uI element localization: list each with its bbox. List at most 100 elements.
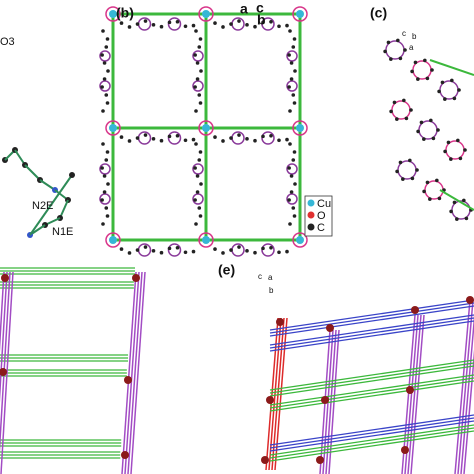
- atom: [237, 245, 241, 249]
- panel-label: (c): [370, 5, 387, 21]
- atom: [443, 149, 447, 154]
- atom: [106, 182, 110, 186]
- atom: [100, 198, 104, 202]
- bond: [269, 414, 474, 446]
- atom: [293, 69, 297, 73]
- atom: [199, 182, 203, 186]
- atom: [183, 24, 188, 29]
- atom: [292, 150, 297, 154]
- atom: [409, 108, 413, 112]
- bond: [269, 374, 474, 406]
- atom: [193, 85, 197, 89]
- atom: [143, 133, 148, 137]
- ring: [99, 193, 111, 205]
- atom: [195, 77, 200, 81]
- atom: [151, 23, 156, 27]
- bond: [269, 299, 474, 331]
- atom: [253, 24, 257, 29]
- atom: [415, 168, 419, 172]
- atom: [291, 206, 296, 210]
- atom: [101, 142, 105, 146]
- ring: [99, 50, 111, 62]
- ring: [286, 80, 298, 92]
- atom: [100, 166, 104, 170]
- atom: [287, 166, 291, 170]
- atom: [292, 37, 297, 41]
- atom: [202, 124, 210, 132]
- atom: [458, 156, 463, 161]
- atom: [266, 396, 274, 404]
- ring: [167, 131, 182, 145]
- atom: [135, 136, 140, 140]
- atom: [101, 29, 105, 33]
- legend-label: O: [317, 210, 326, 222]
- atom: [457, 88, 461, 92]
- atom: [289, 174, 294, 178]
- atom: [213, 247, 217, 251]
- atom: [425, 76, 430, 81]
- atom: [194, 222, 198, 226]
- atom: [287, 53, 291, 57]
- atom: [291, 158, 296, 162]
- ring: [198, 232, 214, 248]
- axis-label: a: [240, 1, 248, 17]
- atom: [292, 101, 297, 105]
- bond: [39, 179, 56, 191]
- legend-swatch: [307, 211, 315, 219]
- ring: [167, 17, 182, 31]
- bond: [121, 271, 137, 474]
- ring: [192, 163, 204, 175]
- atom: [396, 38, 400, 43]
- atom: [105, 214, 110, 218]
- atom: [127, 25, 132, 29]
- atom: [202, 236, 210, 244]
- atom: [326, 324, 334, 332]
- bond: [0, 271, 14, 474]
- atom: [104, 206, 109, 210]
- atom: [237, 19, 241, 23]
- atom: [288, 109, 292, 113]
- atom: [450, 78, 454, 83]
- atom: [429, 118, 433, 123]
- atom: [440, 80, 445, 85]
- atom: [386, 40, 391, 45]
- axis-label: a: [268, 273, 273, 282]
- bond: [269, 430, 474, 462]
- axis-label: c: [402, 29, 406, 38]
- bond: [24, 164, 41, 181]
- ring: [105, 6, 121, 22]
- atom: [423, 58, 427, 63]
- atom: [449, 209, 453, 214]
- atom: [401, 446, 409, 454]
- atom: [135, 248, 140, 252]
- bond: [14, 149, 26, 166]
- atom: [410, 176, 415, 181]
- atom: [191, 23, 196, 28]
- atom: [167, 20, 172, 25]
- atom: [446, 140, 451, 145]
- atom: [431, 136, 436, 141]
- atom: [436, 128, 440, 132]
- ring: [261, 17, 275, 31]
- atom: [411, 306, 419, 314]
- bond: [269, 317, 474, 349]
- bond: [130, 271, 146, 474]
- atom: [277, 250, 281, 255]
- atom: [383, 49, 387, 54]
- ring: [292, 232, 308, 248]
- atom: [213, 135, 217, 139]
- atom: [269, 245, 273, 250]
- atom: [132, 274, 140, 282]
- atom: [285, 249, 289, 254]
- bond: [29, 174, 73, 236]
- atom: [428, 197, 432, 201]
- ring: [198, 6, 214, 22]
- ring: [292, 6, 308, 22]
- atom: [296, 124, 304, 132]
- ring: [167, 243, 182, 257]
- atom-label: O3: [0, 36, 15, 48]
- atom: [127, 139, 132, 143]
- atom: [198, 37, 203, 41]
- atom: [127, 251, 132, 255]
- atom: [102, 190, 107, 194]
